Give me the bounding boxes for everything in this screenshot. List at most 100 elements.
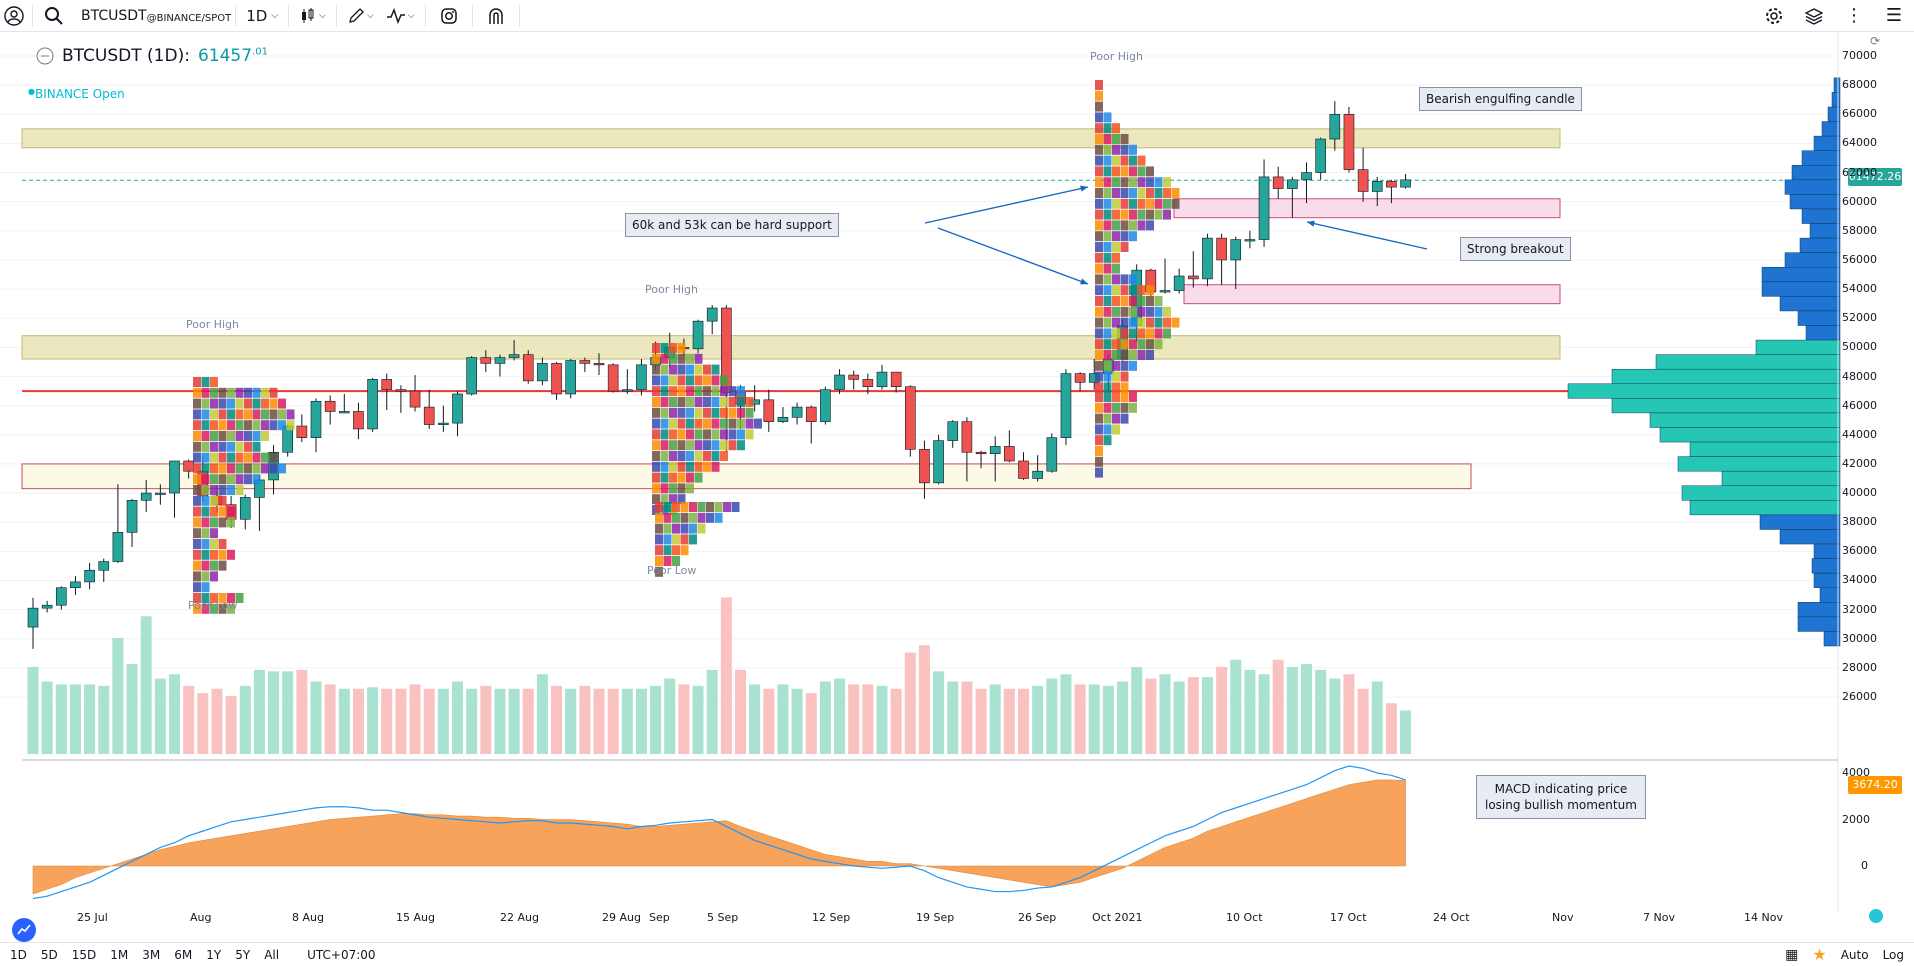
candle-up [1060, 373, 1072, 438]
market-status-text: BINANCE Open [34, 87, 125, 101]
tpo-block [686, 472, 694, 483]
strong-breakout-annotation[interactable]: Strong breakout [1460, 237, 1571, 261]
tpo-block [1112, 220, 1120, 231]
tpo-block [1163, 188, 1171, 198]
volume-profile-bar [1761, 281, 1841, 297]
interval-selector[interactable]: 1D ⌵ [240, 0, 284, 32]
timezone-button[interactable]: UTC+07:00 [307, 947, 376, 962]
range-1m[interactable]: 1M [110, 947, 129, 962]
tpo-block [1095, 296, 1103, 306]
volume-profile-bar [1813, 135, 1841, 151]
tpo-block [1171, 317, 1180, 328]
volume-bar [989, 684, 1001, 754]
range-6m[interactable]: 6M [174, 947, 193, 962]
snapshot-button[interactable] [430, 0, 468, 32]
tpo-block [201, 571, 210, 582]
indicators-button[interactable]: ⌵ [380, 0, 421, 32]
grid-icon[interactable]: ▦ [1785, 946, 1799, 963]
tpo-block [703, 397, 711, 407]
tpo-block [652, 418, 660, 429]
tpo-block [652, 472, 660, 483]
volume-profile-bar [1779, 296, 1841, 312]
replay-button[interactable] [477, 0, 515, 32]
status-dot-icon[interactable] [1869, 909, 1883, 923]
drawing-tools-button[interactable]: ⌵ [341, 0, 380, 32]
menu-icon[interactable]: ☰ [1885, 5, 1903, 26]
tpo-block [686, 375, 694, 386]
macd-annotation[interactable]: MACD indicating price losing bullish mom… [1476, 775, 1646, 819]
tpo-block [193, 409, 201, 420]
candle-up [452, 393, 463, 424]
range-all[interactable]: All [264, 947, 280, 962]
tpo-block [193, 549, 201, 560]
candle-up [1315, 138, 1326, 173]
volume-profile-bar [1721, 470, 1841, 487]
tpo-block [1112, 296, 1120, 306]
more-vertical-icon[interactable]: ⋮ [1845, 5, 1863, 26]
price-axis-label: 32000 [1842, 602, 1877, 616]
volume-profile-bar [1801, 150, 1841, 166]
tpo-block [1112, 413, 1120, 424]
bearish-engulfing-annotation[interactable]: Bearish engulfing candle [1419, 87, 1582, 111]
tpo-block [218, 420, 227, 431]
tpo-block [694, 461, 703, 472]
tpo-block [694, 353, 703, 364]
trend-line-icon[interactable] [12, 918, 36, 942]
volume-bar [536, 674, 548, 754]
tpo-block [669, 386, 677, 397]
legend-title: BTCUSDT (1D): [62, 46, 190, 66]
candle-up [933, 440, 944, 484]
tpo-block [210, 398, 218, 409]
candle-up [1202, 237, 1213, 280]
range-1d[interactable]: 1D [10, 947, 27, 962]
search-icon[interactable] [37, 0, 71, 32]
tpo-block [193, 474, 201, 485]
star-icon[interactable]: ★ [1812, 945, 1827, 964]
macd-axis-label: 2000 [1842, 812, 1870, 826]
tpo-block [660, 386, 669, 397]
tpo-block [201, 377, 210, 387]
candle-down [423, 406, 435, 425]
range-1y[interactable]: 1Y [206, 947, 222, 962]
tpo-block [672, 512, 680, 523]
tpo-block [1112, 252, 1120, 263]
tpo-block [201, 539, 210, 549]
range-5y[interactable]: 5Y [235, 947, 251, 962]
tpo-block [193, 441, 201, 452]
tpo-block [1103, 435, 1112, 446]
volume-profile-bar [1655, 354, 1841, 370]
auto-scale-button[interactable]: Auto [1840, 947, 1869, 962]
tpo-block [745, 397, 754, 407]
collapse-legend-icon[interactable] [36, 47, 54, 65]
tpo-block [677, 353, 686, 364]
macd-axis-label: 0 [1861, 859, 1868, 872]
tpo-block [244, 387, 252, 398]
tpo-block [1112, 339, 1120, 350]
tpo-block [244, 431, 252, 441]
log-scale-button[interactable]: Log [1882, 947, 1904, 962]
time-axis-label: 29 Aug [602, 911, 641, 924]
price-chart[interactable] [0, 32, 1914, 942]
volume-bar [522, 688, 534, 754]
time-axis-label: 19 Sep [916, 911, 955, 924]
cursor-icon[interactable]: ⟳ [1870, 34, 1881, 48]
range-15d[interactable]: 15D [71, 947, 97, 962]
account-avatar-icon[interactable] [0, 0, 28, 32]
tpo-block [672, 502, 680, 512]
volume-profile-bar [1831, 92, 1841, 108]
range-3m[interactable]: 3M [142, 947, 161, 962]
gear-icon[interactable] [1754, 0, 1794, 32]
tpo-block [1095, 144, 1103, 155]
tpo-block [686, 353, 694, 364]
candle-up [692, 320, 704, 350]
volume-profile-bar [1611, 368, 1841, 385]
tpo-block [1095, 123, 1103, 134]
volume-bar [423, 688, 435, 754]
volume-bar [961, 681, 973, 754]
chart-type-button[interactable]: ⌵ [293, 0, 332, 32]
range-5d[interactable]: 5D [40, 947, 58, 962]
symbol-selector[interactable]: BTCUSDT @BINANCE/SPOT [81, 0, 231, 32]
layers-icon[interactable] [1794, 0, 1834, 32]
support-annotation[interactable]: 60k and 53k can be hard support [625, 213, 839, 237]
tpo-block [652, 353, 660, 364]
